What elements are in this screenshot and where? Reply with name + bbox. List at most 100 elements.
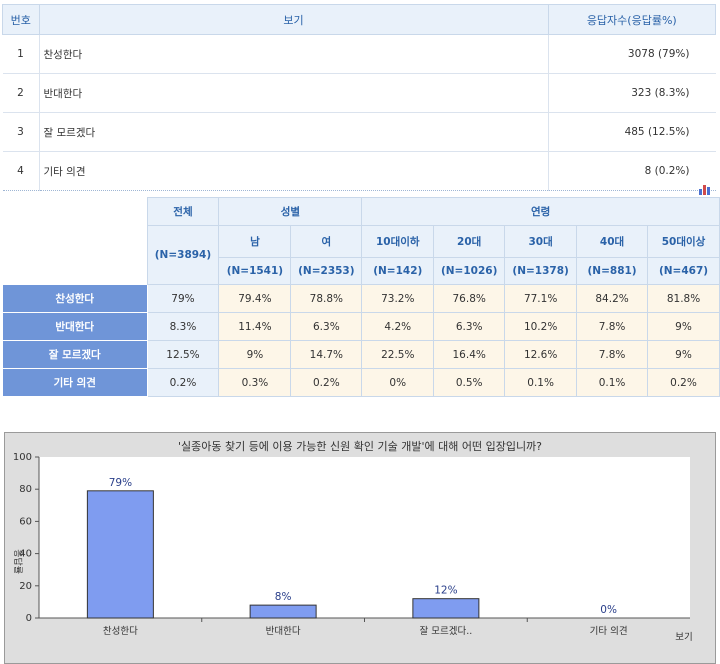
value-cell: 6.3% xyxy=(433,312,506,341)
options-header-row: 번호 보기 응답자수(응답률%) xyxy=(2,4,716,35)
header-number: 번호 xyxy=(2,4,40,35)
option-number: 3 xyxy=(2,112,40,152)
column-header: 남 xyxy=(218,225,292,258)
value-cell: 0.1% xyxy=(576,368,649,397)
x-tick-label: 찬성한다 xyxy=(103,626,138,637)
value-cell: 84.2% xyxy=(576,284,649,313)
row-label: 반대한다 xyxy=(2,312,148,341)
total-cell: 0.2% xyxy=(146,368,220,397)
chart-title: '실종아동 찾기 등에 이용 가능한 신원 확인 기술 개발'에 대해 어떤 입… xyxy=(177,440,543,453)
y-tick-label: 100 xyxy=(13,452,32,463)
value-cell: 11.4% xyxy=(218,312,292,341)
value-cell: 7.8% xyxy=(576,340,649,369)
column-n: (N=1378) xyxy=(504,257,578,285)
option-count: 8 (0.2%) xyxy=(548,151,716,191)
column-header: 20대 xyxy=(433,225,506,258)
options-table: 번호 보기 응답자수(응답률%) 1 찬성한다 3078 (79%) 2 반대한… xyxy=(2,4,716,191)
data-label: 8% xyxy=(275,591,292,603)
y-tick-label: 40 xyxy=(19,549,32,560)
y-tick-label: 0 xyxy=(26,613,32,624)
value-cell: 77.1% xyxy=(504,284,578,313)
column-header: 10대이하 xyxy=(361,225,435,258)
x-tick-label: 잘 모르겠다.. xyxy=(419,625,472,637)
value-cell: 7.8% xyxy=(576,312,649,341)
value-cell: 22.5% xyxy=(361,340,435,369)
value-cell: 9% xyxy=(647,312,720,341)
column-header: 50대이상 xyxy=(647,225,720,258)
crosstab-group-row: 전체 성별 연령 xyxy=(2,197,720,285)
value-cell: 76.8% xyxy=(433,284,506,313)
column-n: (N=881) xyxy=(576,257,649,285)
data-label: 12% xyxy=(434,585,457,597)
bar xyxy=(412,598,480,619)
bar xyxy=(249,604,317,619)
value-cell: 9% xyxy=(647,340,720,369)
value-cell: 0% xyxy=(361,368,435,397)
total-cell: 79% xyxy=(146,284,220,313)
value-cell: 0.2% xyxy=(290,368,363,397)
column-header: 40대 xyxy=(576,225,649,258)
crosstab-table: 전체 성별 연령 (N=3894) 남 여 10대이하 20대 30대 40대 … xyxy=(2,197,720,397)
value-cell: 0.1% xyxy=(504,368,578,397)
total-header: 전체 xyxy=(146,197,220,226)
option-label: 반대한다 xyxy=(39,73,549,113)
option-row: 1 찬성한다 3078 (79%) xyxy=(2,34,716,74)
column-header: 30대 xyxy=(504,225,578,258)
column-n: (N=467) xyxy=(647,257,720,285)
row-label: 잘 모르겠다 xyxy=(2,340,148,369)
crosstab-data-row: 반대한다 8.3% 11.4% 6.3% 4.2% 6.3% 10.2% 7.8… xyxy=(2,312,720,341)
x-axis-label: 보기 xyxy=(675,632,692,643)
gender-header: 성별 xyxy=(218,197,363,226)
option-label: 기타 의견 xyxy=(39,151,549,191)
column-n: (N=1026) xyxy=(433,257,506,285)
crosstab-column-row: (N=3894) 남 여 10대이하 20대 30대 40대 50대이상 xyxy=(3,225,720,285)
column-header: 여 xyxy=(290,225,363,258)
y-axis-label: 응답률 xyxy=(12,549,24,574)
header-option: 보기 xyxy=(38,4,549,35)
value-cell: 0.3% xyxy=(218,368,292,397)
option-label: 찬성한다 xyxy=(39,34,549,74)
bar-chart-icon[interactable] xyxy=(698,183,712,195)
value-cell: 14.7% xyxy=(290,340,363,369)
row-label: 기타 의견 xyxy=(2,368,148,397)
y-tick-label: 80 xyxy=(19,484,32,495)
y-tick-label: 20 xyxy=(19,581,32,592)
total-cell: 12.5% xyxy=(146,340,220,369)
value-cell: 0.2% xyxy=(647,368,720,397)
column-n: (N=142) xyxy=(361,257,435,285)
total-n: (N=3894) xyxy=(146,225,220,285)
x-tick-label: 반대한다 xyxy=(266,626,301,637)
column-n: (N=2353) xyxy=(290,257,363,285)
total-cell: 8.3% xyxy=(146,312,220,341)
bar-chart: 0 20 40 60 80 100 응답률 79% 찬성한다 8% 반대한다 12% 잘 모르겠다.. 0… xyxy=(12,452,693,643)
option-number: 1 xyxy=(2,34,40,74)
data-label: 0% xyxy=(600,604,617,616)
row-label: 찬성한다 xyxy=(2,284,148,313)
y-tick-label: 60 xyxy=(19,516,32,527)
value-cell: 81.8% xyxy=(647,284,720,313)
option-number: 4 xyxy=(2,151,40,191)
value-cell: 16.4% xyxy=(433,340,506,369)
value-cell: 4.2% xyxy=(361,312,435,341)
age-header: 연령 xyxy=(361,197,720,226)
option-count: 3078 (79%) xyxy=(548,34,716,74)
crosstab-data-row: 잘 모르겠다 12.5% 9% 14.7% 22.5% 16.4% 12.6% … xyxy=(2,340,720,369)
value-cell: 79.4% xyxy=(218,284,292,313)
crosstab-n-row: (N=1541) (N=2353) (N=142) (N=1026) (N=13… xyxy=(3,257,720,285)
x-tick-label: 기타 의견 xyxy=(590,625,628,637)
chart-panel: '실종아동 찾기 등에 이용 가능한 신원 확인 기술 개발'에 대해 어떤 입… xyxy=(4,432,716,664)
option-count: 323 (8.3%) xyxy=(548,73,716,113)
crosstab-data-row: 기타 의견 0.2% 0.3% 0.2% 0% 0.5% 0.1% 0.1% 0… xyxy=(2,368,720,397)
value-cell: 78.8% xyxy=(290,284,363,313)
header-count: 응답자수(응답률%) xyxy=(547,4,716,35)
crosstab-corner xyxy=(2,197,147,285)
option-row: 3 잘 모르겠다 485 (12.5%) xyxy=(2,112,716,152)
crosstab-data-row: 찬성한다 79% 79.4% 78.8% 73.2% 76.8% 77.1% 8… xyxy=(2,284,720,313)
value-cell: 0.5% xyxy=(433,368,506,397)
bar xyxy=(86,490,154,619)
value-cell: 12.6% xyxy=(504,340,578,369)
data-label: 79% xyxy=(109,477,132,489)
option-label: 잘 모르겠다 xyxy=(39,112,549,152)
option-row: 4 기타 의견 8 (0.2%) xyxy=(2,151,716,191)
value-cell: 9% xyxy=(218,340,292,369)
